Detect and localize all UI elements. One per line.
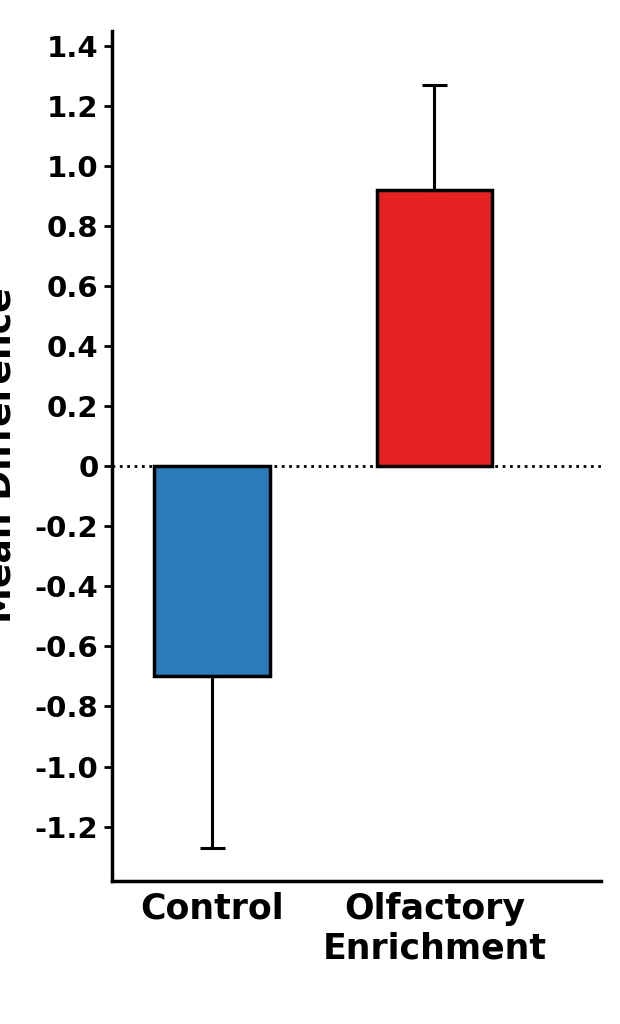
Y-axis label: Mean Difference: Mean Difference bbox=[0, 288, 18, 624]
Bar bbox=[154, 466, 270, 677]
Bar bbox=[376, 189, 492, 466]
